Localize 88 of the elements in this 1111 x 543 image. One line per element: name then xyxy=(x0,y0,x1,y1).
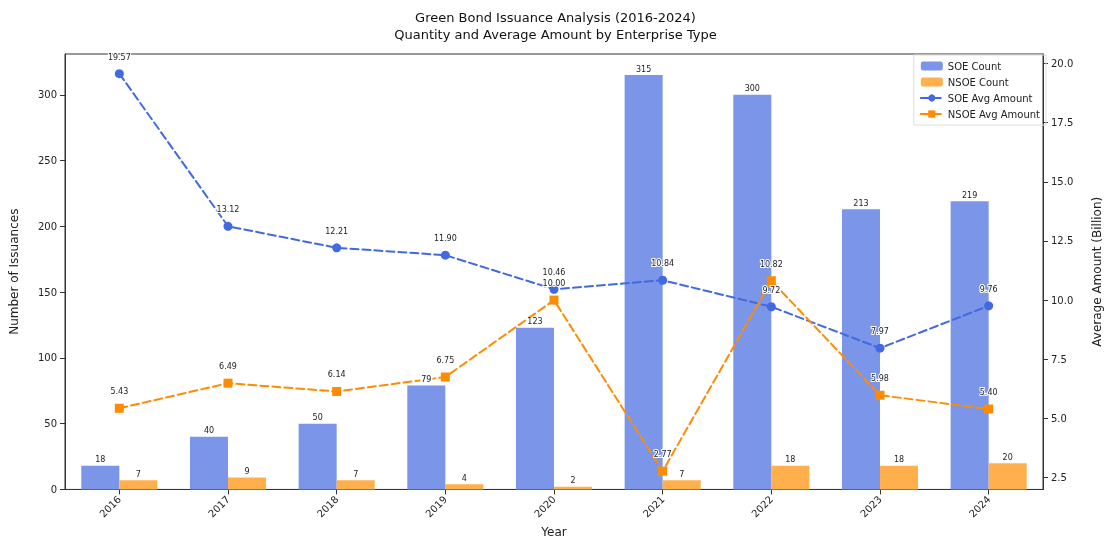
point xyxy=(875,343,885,353)
bar xyxy=(119,480,158,490)
point xyxy=(658,466,668,476)
bar xyxy=(988,463,1027,490)
y2-tick-label: 17.5 xyxy=(1051,117,1074,129)
y-tick-label: 300 xyxy=(37,89,57,101)
data-label: 10.46 xyxy=(542,268,566,278)
data-label: 9.76 xyxy=(979,284,998,294)
point xyxy=(440,372,450,382)
data-label: 2 xyxy=(570,476,576,486)
data-label: 13.12 xyxy=(216,205,240,215)
data-label: 5.43 xyxy=(110,387,129,397)
data-label: 6.14 xyxy=(327,370,346,380)
bar xyxy=(771,465,810,490)
y2-tick-label: 2.5 xyxy=(1051,472,1067,484)
y-tick-label: 0 xyxy=(50,483,57,495)
data-label: 5.40 xyxy=(979,387,998,397)
y-tick-label: 100 xyxy=(37,352,57,364)
bar xyxy=(662,480,701,490)
data-label: 9 xyxy=(244,467,250,477)
x-axis-title: Year xyxy=(540,525,567,539)
point xyxy=(766,302,776,312)
data-label: 4 xyxy=(461,473,467,483)
y-tick-label: 200 xyxy=(37,220,57,232)
data-label: 18 xyxy=(893,455,905,465)
y2-tick-label: 5.0 xyxy=(1051,412,1067,424)
data-label: 315 xyxy=(636,64,652,74)
bar xyxy=(515,327,554,490)
data-label: 18 xyxy=(785,455,796,465)
point xyxy=(332,243,342,253)
data-label: 300 xyxy=(744,84,760,94)
data-label: 7 xyxy=(135,469,141,479)
point xyxy=(332,386,342,396)
point xyxy=(114,403,124,413)
y2-tick-label: 12.5 xyxy=(1051,235,1074,247)
data-label: 11.90 xyxy=(433,234,457,244)
data-label: 10.82 xyxy=(759,259,783,269)
data-label: 79 xyxy=(421,375,432,385)
y2-tick-label: 15.0 xyxy=(1051,176,1074,188)
bar xyxy=(189,436,228,490)
point xyxy=(549,295,559,305)
point xyxy=(658,275,668,285)
bar xyxy=(228,477,267,490)
data-label: 50 xyxy=(312,413,323,423)
chart-subtitle: Quantity and Average Amount by Enterprise Type xyxy=(394,27,717,42)
bar xyxy=(81,465,120,490)
data-label: 213 xyxy=(853,198,869,208)
bar xyxy=(445,484,484,490)
point xyxy=(440,250,450,260)
data-label: 2.77 xyxy=(653,450,672,460)
y2-tick-label: 10.0 xyxy=(1051,294,1074,306)
y-axis-title: Number of Issuances xyxy=(7,208,21,335)
data-label: 7 xyxy=(679,469,685,479)
data-label: 219 xyxy=(962,190,978,200)
data-label: 123 xyxy=(527,317,543,327)
bar xyxy=(298,423,337,490)
point xyxy=(875,390,885,400)
y-tick-label: 150 xyxy=(37,286,57,298)
chart-title: Green Bond Issuance Analysis (2016-2024) xyxy=(415,10,696,25)
data-label: 10.84 xyxy=(651,259,675,269)
point xyxy=(766,276,776,286)
y-tick-label: 250 xyxy=(37,155,57,167)
data-label: 40 xyxy=(203,426,215,436)
legend-label: NSOE Count xyxy=(947,76,1009,88)
y2-tick-label: 7.5 xyxy=(1051,353,1067,365)
bar xyxy=(880,465,919,490)
y2-tick-label: 20.0 xyxy=(1051,57,1074,69)
data-label: 20 xyxy=(1002,452,1013,462)
data-label: 10.00 xyxy=(542,279,566,289)
point xyxy=(223,378,233,388)
data-label: 5.98 xyxy=(871,374,889,384)
y2-axis-title: Average Amount (Billion) xyxy=(1090,196,1104,347)
legend-label: SOE Avg Amount xyxy=(947,92,1033,104)
data-label: 6.49 xyxy=(219,362,237,372)
bar xyxy=(336,480,375,490)
point xyxy=(223,221,233,231)
data-label: 12.21 xyxy=(325,226,349,236)
legend-label: NSOE Avg Amount xyxy=(947,108,1041,120)
y-tick-label: 50 xyxy=(44,418,57,430)
data-label: 18 xyxy=(95,455,106,465)
bar xyxy=(407,385,446,490)
point xyxy=(114,69,124,79)
point xyxy=(984,404,994,414)
data-label: 7 xyxy=(353,469,359,479)
data-label: 6.75 xyxy=(436,356,455,366)
data-label: 19.57 xyxy=(107,52,131,62)
point xyxy=(984,301,994,311)
legend-label: SOE Count xyxy=(947,60,1002,72)
